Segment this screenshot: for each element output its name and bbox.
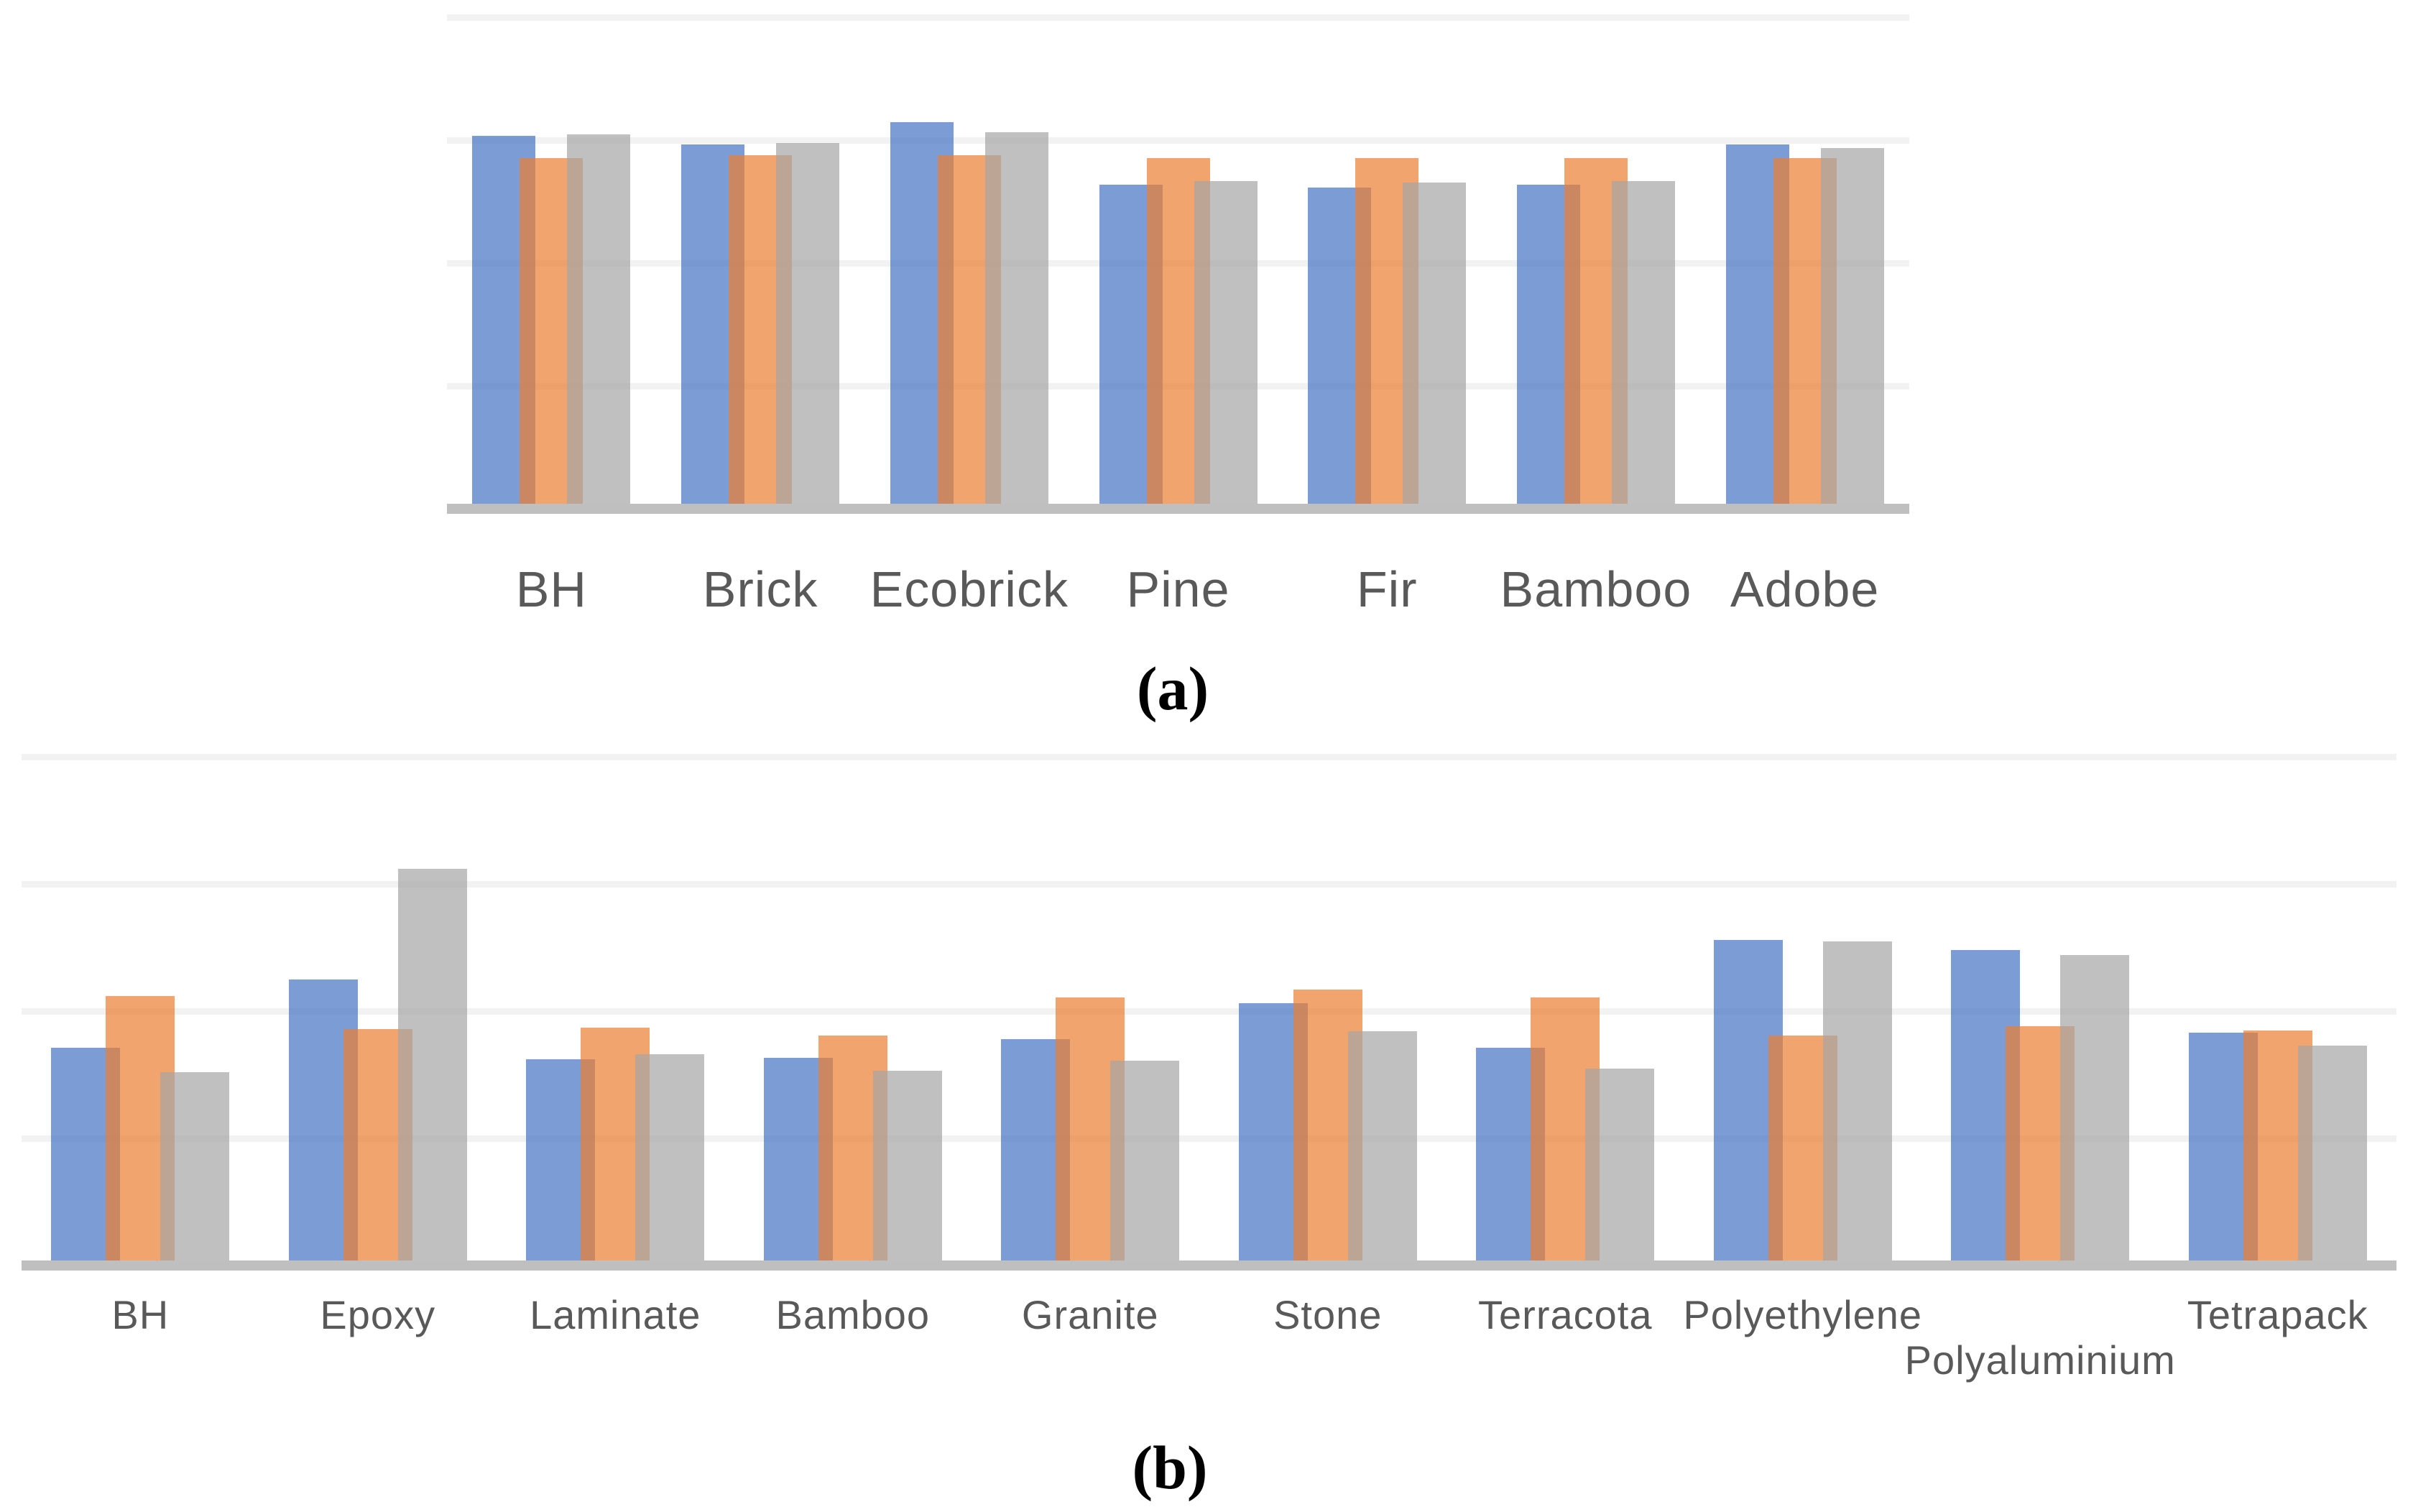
- bar-series-3-gray-Granite: [1110, 1061, 1180, 1266]
- gridline: [22, 880, 2396, 888]
- bar-series-3-gray-Bamboo: [1611, 180, 1675, 509]
- chart-b-caption: (b): [1132, 1433, 1208, 1502]
- x-axis-label-Adobe: Adobe: [1730, 561, 1880, 617]
- x-axis-label-Epoxy: Epoxy: [320, 1292, 436, 1337]
- x-axis-label-Bamboo: Bamboo: [1500, 561, 1692, 617]
- bar-series-3-gray-Bamboo: [872, 1071, 942, 1266]
- bar-series-3-gray-Polyethylene: [1822, 941, 1892, 1266]
- bar-series-3-gray-Ecobrick: [984, 132, 1048, 509]
- x-axis-label-Granite: Granite: [1021, 1292, 1159, 1337]
- gridline: [447, 137, 1909, 144]
- bar-series-3-gray-Pine: [1194, 180, 1258, 509]
- bar-series-3-gray-BH: [567, 134, 631, 509]
- x-axis-label-Polyethylene: Polyethylene: [1683, 1292, 1923, 1337]
- x-axis-label-Laminate: Laminate: [530, 1292, 701, 1337]
- bar-series-3-gray-Terracota: [1585, 1068, 1655, 1266]
- x-axis-label-BH: BH: [111, 1292, 170, 1337]
- x-axis-label-Pine: Pine: [1126, 561, 1230, 617]
- x-axis-label-Terracota: Terracota: [1478, 1292, 1653, 1337]
- x-axis-label-Polyaluminium: Polyaluminium: [1904, 1337, 2176, 1383]
- x-axis-line: [447, 504, 1909, 514]
- bar-series-3-gray-Brick: [776, 143, 840, 509]
- bar-series-3-gray-Epoxy: [397, 868, 467, 1266]
- x-axis-label-Fir: Fir: [1356, 561, 1418, 617]
- x-axis-label-Ecobrick: Ecobrick: [869, 561, 1069, 617]
- x-axis-line: [22, 1260, 2396, 1271]
- gridline: [22, 753, 2396, 760]
- bar-series-3-gray-Fir: [1403, 182, 1467, 509]
- gridline: [22, 1008, 2396, 1015]
- bar-series-3-gray-Laminate: [635, 1054, 705, 1266]
- x-axis-label-Bamboo: Bamboo: [775, 1292, 931, 1337]
- gridline: [22, 1135, 2396, 1142]
- bar-series-3-gray-Stone: [1347, 1031, 1417, 1266]
- bar-series-3-gray-BH: [160, 1071, 230, 1266]
- bar-series-3-gray-Tetrapack: [2297, 1045, 2367, 1266]
- x-axis-label-Tetrapack: Tetrapack: [2187, 1292, 2368, 1337]
- bar-series-3-gray-Adobe: [1820, 147, 1884, 509]
- chart-a-caption: (a): [1136, 654, 1209, 723]
- x-axis-label-Stone: Stone: [1273, 1292, 1383, 1337]
- bar-series-3-gray-Polyaluminium: [2060, 955, 2130, 1266]
- gridline: [447, 14, 1909, 22]
- x-axis-label-BH: BH: [515, 561, 587, 617]
- x-axis-label-Brick: Brick: [702, 561, 818, 617]
